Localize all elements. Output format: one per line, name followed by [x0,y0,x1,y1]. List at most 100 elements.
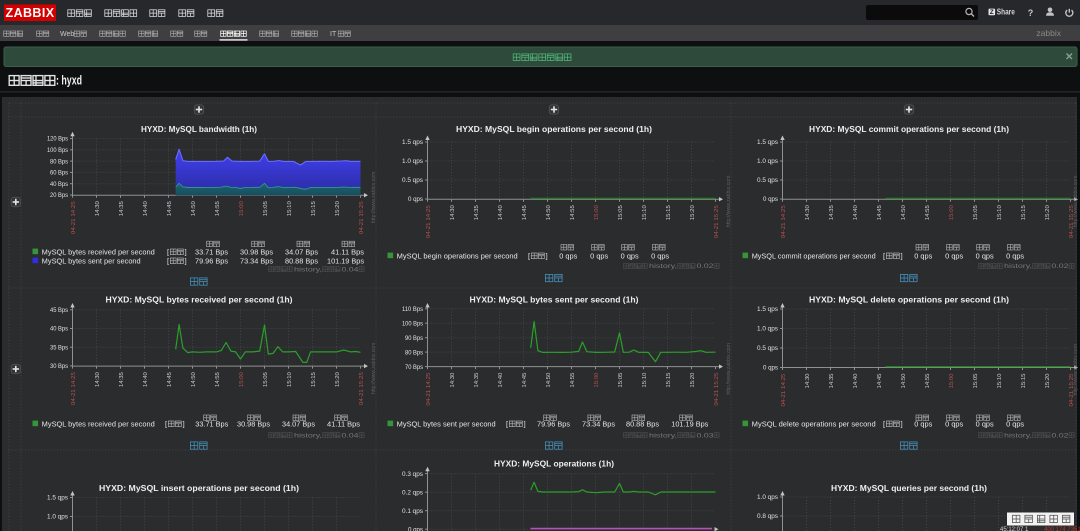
svg-text:0.2 qps: 0.2 qps [402,489,423,496]
svg-text:04-21 14:25: 04-21 14:25 [71,201,77,234]
svg-text:34.07 Bps: 34.07 Bps [285,247,318,256]
svg-text:IT: IT [330,31,337,38]
svg-text:15:00: 15:00 [239,201,245,216]
svg-text:HYXD: MySQL delete operations: HYXD: MySQL delete operations per second… [809,294,1009,304]
svg-text:14:55: 14:55 [570,373,576,388]
svg-text:40 Bps: 40 Bps [50,326,68,333]
svg-text:1.0 qps: 1.0 qps [47,514,68,521]
svg-text:?: ? [1028,8,1034,18]
svg-text:HYXD: MySQL begin operations p: HYXD: MySQL begin operations per second … [456,124,652,134]
svg-text:MySQL bytes received per secon: MySQL bytes received per second [42,247,155,256]
svg-text:[: [ [167,256,169,265]
svg-text:14:30: 14:30 [450,373,456,388]
svg-text:04-21 15:25: 04-21 15:25 [359,201,365,234]
svg-text:14:35: 14:35 [829,205,835,220]
svg-text:0.02: 0.02 [1052,263,1070,270]
svg-text:33.71 Bps: 33.71 Bps [195,247,228,256]
svg-text:15:15: 15:15 [666,373,672,388]
svg-text:15:00: 15:00 [949,374,955,389]
svg-text:14:40: 14:40 [143,201,149,216]
svg-text:15:10: 15:10 [997,205,1003,220]
svg-text:[: [ [528,251,530,260]
svg-text:14:45: 14:45 [877,374,883,389]
svg-text:zabbix: zabbix [1036,28,1061,38]
svg-text:0 qps: 0 qps [976,419,994,428]
svg-text:15:20: 15:20 [335,201,341,216]
svg-text:15:00: 15:00 [594,373,600,388]
svg-text:14:50: 14:50 [546,205,552,220]
svg-text:20 Bps: 20 Bps [50,192,68,199]
svg-text:15:10: 15:10 [642,373,648,388]
svg-text:14:55: 14:55 [570,205,576,220]
svg-text:MySQL bytes sent per second: MySQL bytes sent per second [42,256,141,265]
svg-text:0.1 qps: 0.1 qps [402,508,423,515]
svg-text:15:05: 15:05 [618,205,624,220]
svg-text:HYXD: MySQL queries per second: HYXD: MySQL queries per second (1h) [831,483,987,493]
svg-text:http://www.zabbix.com: http://www.zabbix.com [726,343,732,395]
svg-text:14:35: 14:35 [474,205,480,220]
svg-text:0.3 qps: 0.3 qps [402,471,423,478]
svg-text:15:10: 15:10 [287,372,293,387]
svg-text:history,: history, [294,432,322,439]
svg-text:45 Bps: 45 Bps [50,307,68,314]
svg-text:14:45: 14:45 [522,205,528,220]
svg-text:HYXD: MySQL commit operations: HYXD: MySQL commit operations per second… [809,124,1009,134]
svg-text:80 Bps: 80 Bps [50,158,68,165]
svg-text:MySQL commit operations per se: MySQL commit operations per second [752,251,876,260]
svg-text:http://www.zabbix.com: http://www.zabbix.com [1073,176,1079,228]
svg-text:0.03: 0.03 [697,432,715,439]
svg-text:04-21 15:25: 04-21 15:25 [714,205,720,238]
svg-text:0.04: 0.04 [342,266,360,273]
svg-text:ZABBIX: ZABBIX [6,6,55,20]
svg-text:90 Bps: 90 Bps [405,335,423,342]
svg-text:14:35: 14:35 [119,201,125,216]
svg-text:400 174 7351: 400 174 7351 [1044,527,1080,531]
svg-text:41.11 Bps: 41.11 Bps [327,419,360,428]
svg-text:14:35: 14:35 [474,373,480,388]
svg-text:100 Bps: 100 Bps [402,320,423,327]
svg-text:14:40: 14:40 [143,372,149,387]
svg-text:04-21 15:25: 04-21 15:25 [1069,374,1075,407]
svg-text:120 Bps: 120 Bps [47,136,68,143]
svg-text:0 qps: 0 qps [408,526,423,531]
svg-text:73.34 Bps: 73.34 Bps [582,419,615,428]
svg-text:35 Bps: 35 Bps [50,344,68,351]
svg-text:1.5 qps: 1.5 qps [757,306,778,313]
svg-text:HYXD: MySQL bytes received per: HYXD: MySQL bytes received per second (1… [106,294,293,304]
svg-text:15:05: 15:05 [973,374,979,389]
svg-text:history,: history, [294,266,322,273]
svg-text:0 qps: 0 qps [763,196,778,203]
svg-text:73.34 Bps: 73.34 Bps [240,256,273,265]
svg-text:15:00: 15:00 [594,205,600,220]
svg-text:15:10: 15:10 [642,205,648,220]
svg-text:http://www.zabbix.com: http://www.zabbix.com [371,172,377,224]
svg-text:0 qps: 0 qps [945,251,963,260]
svg-text:]: ] [546,251,548,260]
svg-text:1.5 qps: 1.5 qps [402,139,423,146]
svg-text:0.04: 0.04 [342,432,360,439]
svg-text:0 qps: 0 qps [621,251,639,260]
svg-text:14:30: 14:30 [450,205,456,220]
svg-text:80 Bps: 80 Bps [405,349,423,356]
svg-text:04-21 14:25: 04-21 14:25 [426,373,432,406]
svg-text:04-21 15:25: 04-21 15:25 [359,372,365,405]
svg-text:04-21 14:25: 04-21 14:25 [781,205,787,238]
svg-text:15:05: 15:05 [973,205,979,220]
svg-text:0 qps: 0 qps [408,196,423,203]
svg-text:15:20: 15:20 [690,373,696,388]
svg-text:30.98 Bps: 30.98 Bps [240,247,273,256]
svg-text:14:55: 14:55 [215,201,221,216]
svg-text:14:50: 14:50 [191,372,197,387]
svg-text:1.0 qps: 1.0 qps [757,326,778,333]
svg-text:15:00: 15:00 [949,205,955,220]
svg-text:15:05: 15:05 [618,373,624,388]
svg-text:0 qps: 0 qps [945,419,963,428]
svg-text:04-21 14:25: 04-21 14:25 [71,372,77,405]
svg-text:]: ] [901,419,903,428]
svg-text:0 qps: 0 qps [651,251,669,260]
svg-text:33.71 Bps: 33.71 Bps [195,419,228,428]
svg-text:04-21 15:25: 04-21 15:25 [714,373,720,406]
svg-text:[: [ [506,419,508,428]
svg-text:15:20: 15:20 [1045,374,1051,389]
svg-text:]: ] [524,419,526,428]
